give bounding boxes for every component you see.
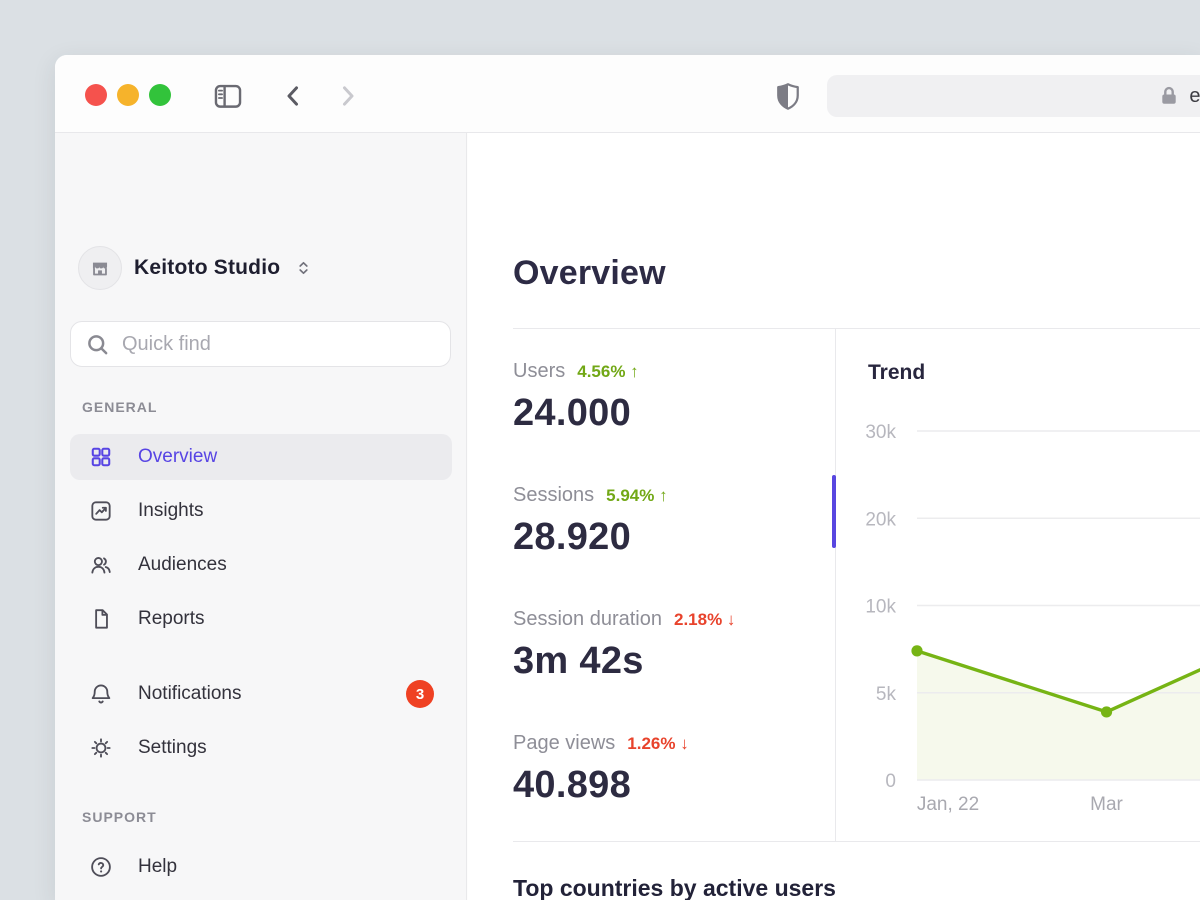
stat-change: 1.26% ↓ — [627, 734, 689, 753]
close-window-button[interactable] — [85, 84, 107, 106]
chevron-right-icon — [332, 81, 362, 111]
stat-page-views: Page views 1.26% ↓ 40.898 — [513, 732, 813, 807]
reports-icon — [88, 606, 114, 632]
stat-label: Sessions — [513, 484, 595, 506]
bottom-divider — [513, 841, 1200, 842]
search-icon — [85, 332, 110, 357]
sidebar-item-reports[interactable]: Reports — [70, 596, 452, 642]
stat-change: 4.56% ↑ — [577, 362, 639, 381]
forward-button[interactable] — [332, 80, 362, 112]
trend-line-chart: 30k 20k 10k 5k 0 Jan, 22 Mar — [840, 418, 1200, 818]
sidebar-item-notifications[interactable]: Notifications 3 — [70, 671, 452, 717]
grid-icon — [88, 444, 114, 470]
y-tick-label: 0 — [885, 771, 896, 792]
sidebar-item-insights[interactable]: Insights — [70, 488, 452, 534]
x-tick-label: Mar — [1090, 794, 1123, 815]
stat-label: Page views — [513, 732, 616, 754]
data-point-marker — [1100, 706, 1113, 718]
privacy-report-button[interactable] — [772, 78, 804, 114]
workspace-name: Keitoto Studio — [134, 256, 281, 279]
notification-count-badge: 3 — [406, 680, 434, 708]
stat-value: 24.000 — [513, 392, 632, 434]
sidebar-toggle-icon — [211, 79, 245, 113]
sidebar-item-label: Settings — [138, 737, 207, 758]
window-controls — [85, 84, 171, 106]
browser-window: est Keitoto Studio GENERAL Overview Insigh… — [55, 55, 1200, 900]
sidebar-item-help[interactable]: Help — [70, 844, 452, 890]
section-label-support: SUPPORT — [82, 809, 157, 825]
sidebar-item-label: Overview — [138, 446, 218, 467]
stat-value: 3m 42s — [513, 640, 644, 682]
sidebar-item-label: Reports — [138, 608, 205, 629]
trend-area-fill — [917, 650, 1200, 780]
workspace-avatar — [78, 246, 122, 290]
stat-sessions: Sessions 5.94% ↑ 28.920 — [513, 484, 813, 559]
stat-value: 28.920 — [513, 516, 632, 558]
sidebar-item-audiences[interactable]: Audiences — [70, 542, 452, 588]
help-icon — [88, 854, 114, 880]
lock-icon — [1157, 84, 1181, 108]
chevron-left-icon — [279, 81, 309, 111]
sidebar-item-label: Notifications — [138, 683, 242, 704]
y-tick-label: 5k — [876, 684, 897, 705]
storefront-icon — [87, 255, 113, 281]
page-title: Overview — [513, 254, 666, 292]
trend-chart-title: Trend — [868, 361, 926, 384]
zoom-window-button[interactable] — [149, 84, 171, 106]
sidebar-item-label: Audiences — [138, 554, 227, 575]
sidebar-item-overview[interactable]: Overview — [70, 434, 452, 480]
browser-toolbar: est — [55, 55, 1200, 133]
minimize-window-button[interactable] — [117, 84, 139, 106]
insights-icon — [88, 498, 114, 524]
stat-label: Users — [513, 360, 566, 382]
section-label-general: GENERAL — [82, 399, 158, 415]
stat-session-duration: Session duration 2.18% ↓ 3m 42s — [513, 608, 813, 683]
x-tick-label: Jan, 22 — [917, 794, 979, 815]
sidebar-item-label: Insights — [138, 500, 204, 521]
countries-heading: Top countries by active users — [513, 875, 836, 900]
shield-icon — [772, 80, 804, 112]
stat-users: Users 4.56% ↑ 24.000 — [513, 360, 813, 435]
back-button[interactable] — [279, 80, 309, 112]
y-tick-label: 10k — [865, 597, 896, 618]
audiences-icon — [88, 552, 114, 578]
top-divider — [513, 328, 1200, 329]
y-tick-label: 30k — [865, 422, 896, 443]
stat-change: 2.18% ↓ — [673, 610, 736, 629]
stat-label: Session duration — [513, 608, 662, 630]
sidebar-item-settings[interactable]: Settings — [70, 725, 452, 771]
main-content: Overview Users 4.56% ↑ 24.000 Sessions 5.94%… — [468, 133, 1200, 900]
scroll-indicator-thumb[interactable] — [832, 475, 836, 548]
app-sidebar: Keitoto Studio GENERAL Overview Insights Au… — [55, 133, 467, 900]
workspace-switcher[interactable]: Keitoto Studio — [78, 246, 316, 290]
stats-chart-divider — [835, 328, 836, 841]
gear-icon — [88, 735, 114, 761]
url-text: est — [1189, 84, 1200, 107]
sidebar-toggle-button[interactable] — [210, 79, 246, 113]
address-bar[interactable]: est — [827, 75, 1200, 117]
chevron-updown-icon — [292, 256, 316, 280]
y-tick-label: 20k — [865, 509, 896, 530]
quick-find-box — [70, 321, 451, 367]
sidebar-item-label: Help — [138, 856, 178, 877]
stat-change: 5.94% ↑ — [606, 486, 668, 505]
search-input[interactable] — [122, 332, 436, 356]
stat-value: 40.898 — [513, 764, 632, 806]
bell-icon — [88, 681, 114, 707]
data-point-marker — [911, 645, 923, 657]
